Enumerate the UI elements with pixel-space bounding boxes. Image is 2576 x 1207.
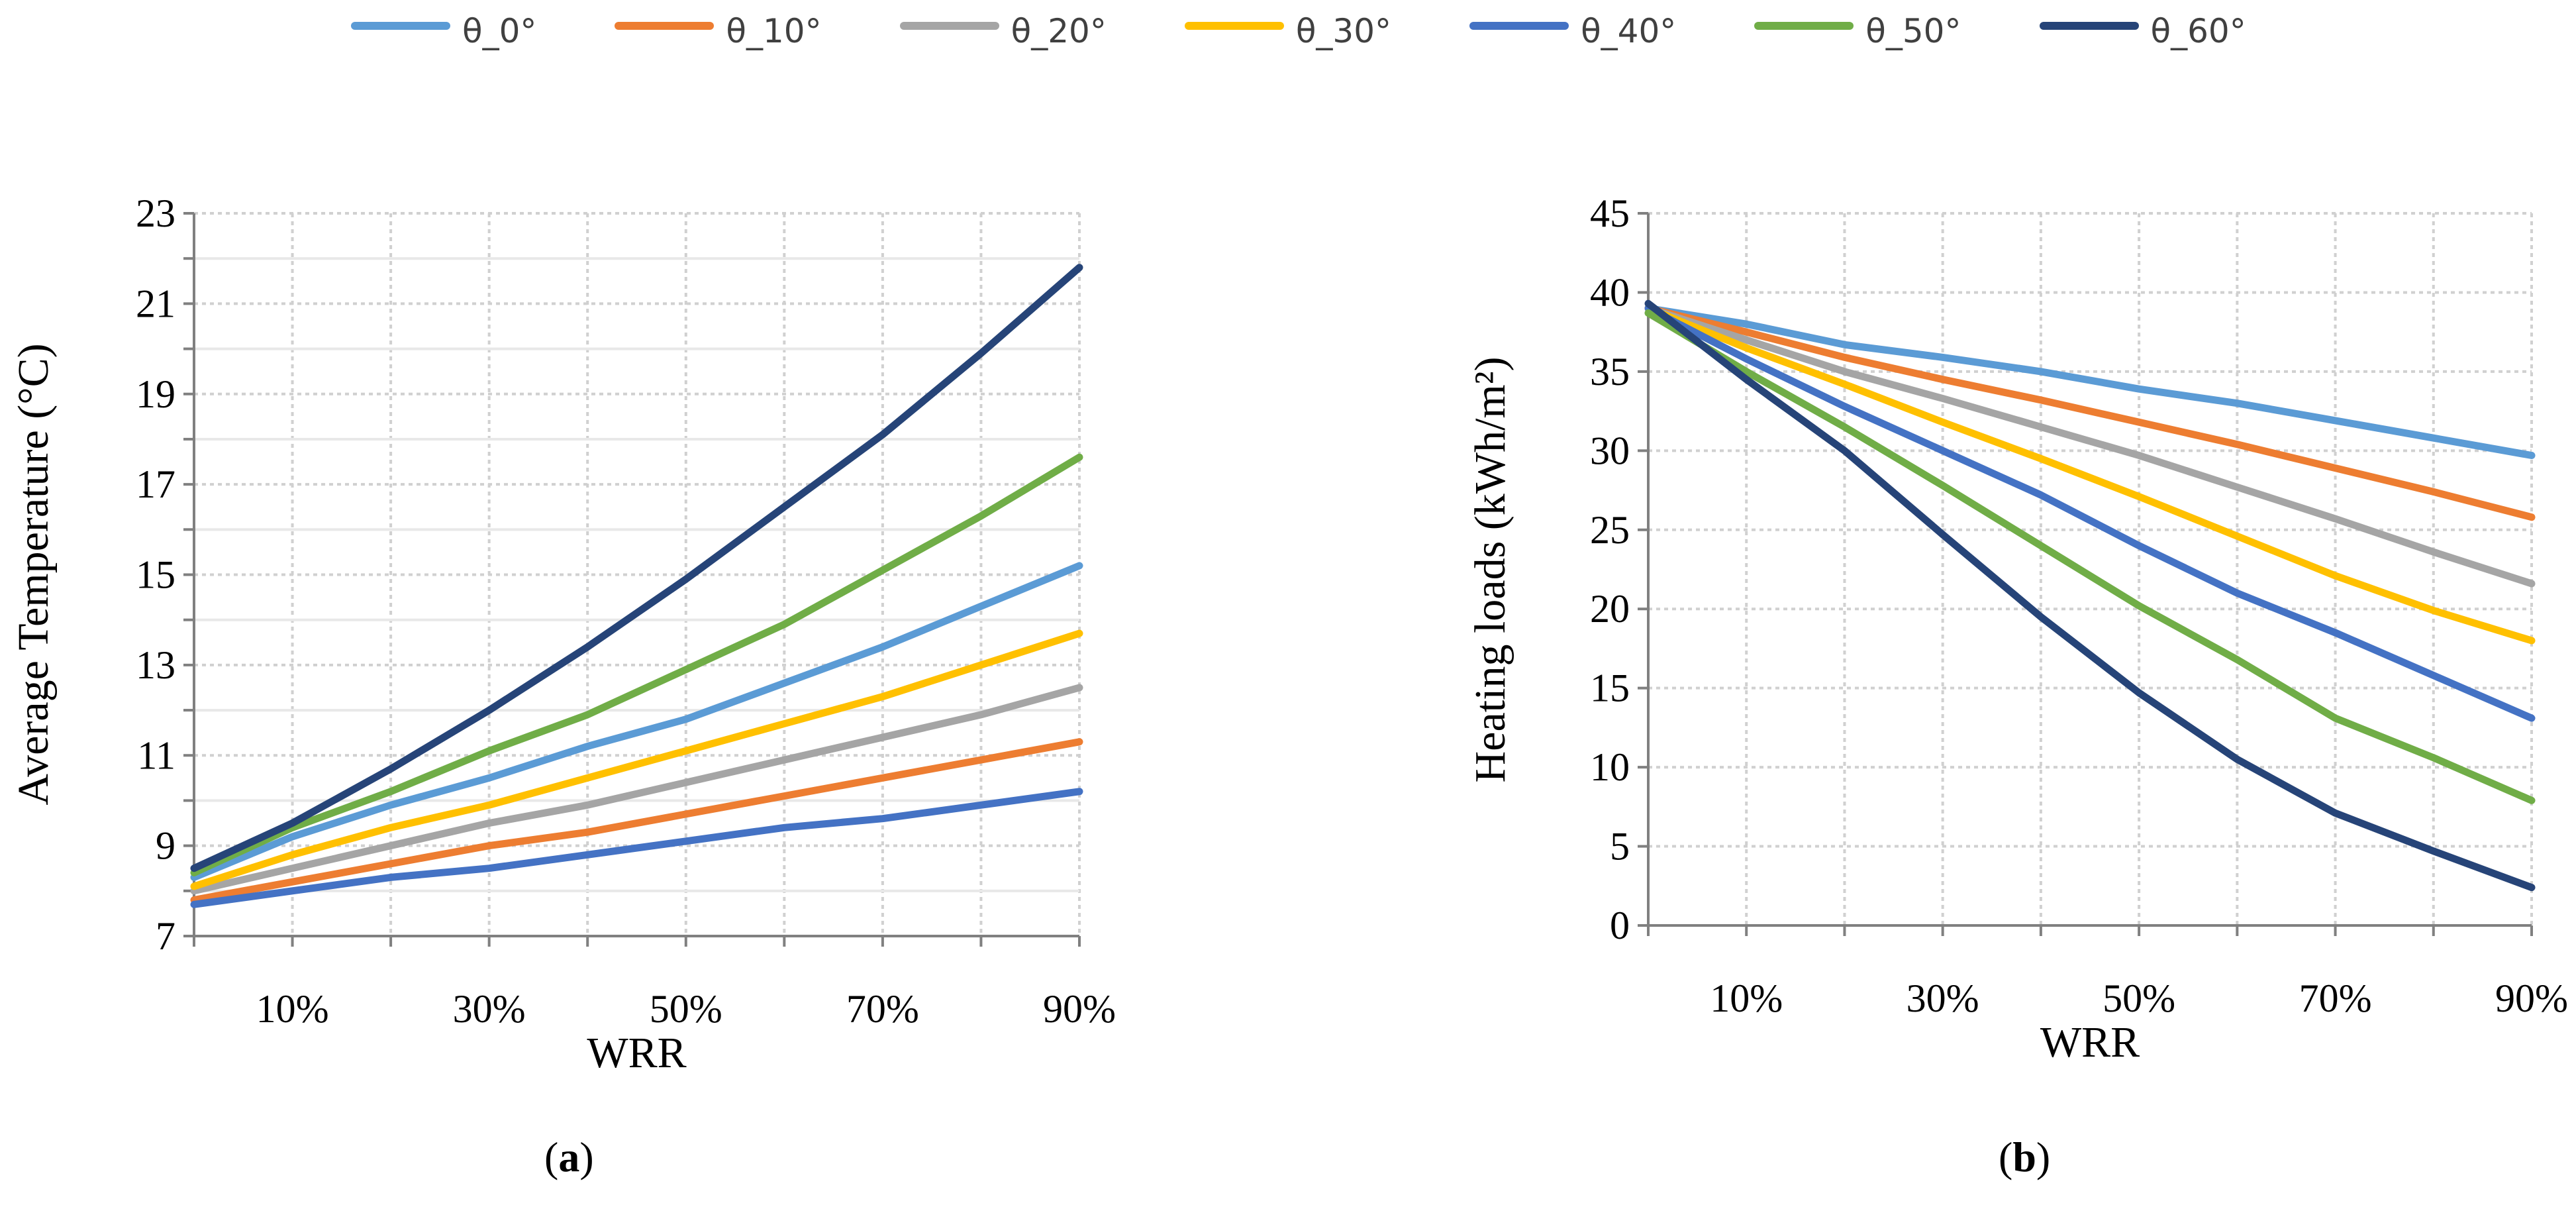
x-axis-title: WRR [587, 1029, 686, 1077]
y-tick-label: 15 [1590, 666, 1630, 710]
series-line [1644, 304, 2536, 722]
legend-item: θ_0° [351, 12, 536, 50]
legend-swatch [351, 22, 450, 30]
x-tick-label: 50% [2103, 976, 2175, 1020]
legend-swatch [1184, 22, 1284, 30]
series-line [190, 788, 1083, 908]
legend-item: θ_40° [1469, 12, 1676, 50]
y-tick-label: 15 [136, 553, 175, 597]
legend-label: θ_50° [1865, 12, 1961, 50]
legend-swatch [615, 22, 715, 30]
caption-close: ) [579, 1133, 594, 1181]
caption-close: ) [2036, 1133, 2051, 1181]
series-line [190, 629, 1083, 890]
series-line [190, 684, 1083, 895]
legend-item: θ_20° [899, 12, 1107, 50]
y-tick-label: 5 [1610, 825, 1630, 868]
legend-swatch [2039, 22, 2139, 30]
y-tick-label: 23 [136, 191, 175, 235]
caption-a: (a) [544, 1133, 594, 1182]
caption-open: ( [544, 1133, 559, 1181]
y-axis-title: Heating loads (kWh/m²) [1466, 357, 1514, 783]
caption-letter: a [558, 1133, 580, 1181]
legend-item: θ_60° [2039, 12, 2246, 50]
x-tick-label: 30% [1907, 976, 1979, 1020]
x-axis-title: WRR [2040, 1018, 2140, 1067]
legend-label: θ_0° [462, 12, 537, 50]
caption-b: (b) [1999, 1133, 2050, 1182]
y-tick-label: 0 [1610, 904, 1630, 947]
series-line [1644, 304, 2536, 521]
x-tick-label: 10% [1710, 976, 1783, 1020]
y-tick-label: 11 [137, 733, 175, 777]
y-tick-label: 30 [1590, 429, 1630, 472]
series-line [1644, 304, 2536, 588]
legend-item: θ_30° [1184, 12, 1392, 50]
y-tick-label: 7 [156, 914, 175, 958]
legend-label: θ_40° [1581, 12, 1677, 50]
series-line [1644, 304, 2536, 645]
y-tick-label: 19 [136, 372, 175, 416]
legend-item: θ_50° [1754, 12, 1961, 50]
legend-label: θ_60° [2150, 12, 2246, 50]
legend-item: θ_10° [615, 12, 822, 50]
x-tick-label: 90% [1043, 987, 1116, 1031]
series-line [1644, 299, 2536, 892]
legend: θ_0° θ_10° θ_20° θ_30° θ_40° θ_50° θ_60° [351, 12, 2246, 50]
legend-label: θ_20° [1011, 12, 1107, 50]
y-tick-label: 10 [1590, 745, 1630, 789]
series-line [1644, 309, 2536, 804]
legend-label: θ_30° [1295, 12, 1392, 50]
y-tick-label: 45 [1590, 191, 1630, 235]
legend-swatch [899, 22, 999, 30]
chart-panel-a: 7 9 11 13 15 17 19 21 23 10% 30% 50% 70% 90% WRR Averag… [9, 191, 1116, 1077]
y-tick-label: 13 [136, 643, 175, 687]
legend-swatch [1754, 22, 1854, 30]
x-tick-label: 10% [256, 987, 329, 1031]
x-tick-label: 70% [846, 987, 919, 1031]
caption-letter: b [2012, 1133, 2036, 1181]
y-axis-title: Average Temperature (°C) [9, 343, 58, 805]
series-line [190, 264, 1083, 872]
x-tick-label: 30% [453, 987, 526, 1031]
caption-open: ( [1999, 1133, 2013, 1181]
y-tick-label: 35 [1590, 350, 1630, 394]
chart-panel-b: 0 5 10 15 20 25 30 35 40 45 10% 30% 50% 70% 90% WRR Heat… [1466, 191, 2568, 1067]
y-tick-label: 9 [156, 824, 175, 868]
series-line [190, 453, 1083, 876]
x-tick-label: 90% [2495, 976, 2568, 1020]
series-line [1644, 304, 2536, 459]
series-line [190, 562, 1083, 881]
legend-swatch [1469, 22, 1569, 30]
y-tick-label: 17 [136, 462, 175, 506]
y-tick-label: 21 [136, 282, 175, 325]
y-tick-label: 40 [1590, 270, 1630, 314]
y-tick-label: 20 [1590, 587, 1630, 631]
x-tick-label: 70% [2299, 976, 2372, 1020]
x-tick-label: 50% [650, 987, 722, 1031]
series-line [190, 738, 1083, 904]
legend-label: θ_10° [726, 12, 822, 50]
y-tick-label: 25 [1590, 508, 1630, 552]
